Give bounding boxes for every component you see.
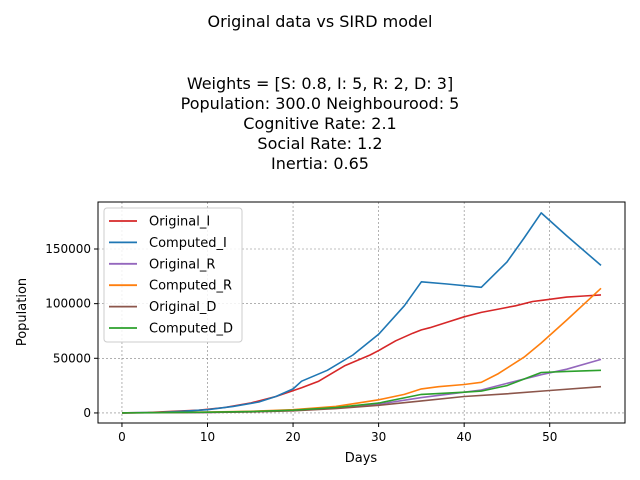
legend-box (103, 207, 243, 343)
series-line-computed-d (121, 369, 602, 414)
series-line-computed-i (121, 212, 602, 414)
legend-label-original-r: Original_R (149, 257, 215, 272)
axes-title: Weights = [S: 0.8, I: 5, R: 2, D: 3] Pop… (0, 74, 640, 174)
legend-label-computed-d: Computed_D (149, 322, 233, 337)
legend-label-original-i: Original_I (149, 215, 210, 230)
legend: Original_I Computed_I Original_R Computed_R… (103, 207, 243, 343)
legend-label-computed-i: Computed_I (149, 236, 227, 251)
x-axis-label: Days (345, 451, 378, 466)
series-lines (121, 212, 602, 414)
title-line-population: Population: 300.0 Neighbourood: 5 (180, 94, 460, 113)
legend-label-computed-r: Computed_R (149, 279, 232, 294)
x-tick-label: 30 (371, 430, 386, 444)
y-tick-label: 150000 (45, 242, 91, 256)
y-tick-label: 50000 (53, 351, 91, 365)
y-tick-label: 0 (83, 406, 91, 420)
title-line-inertia: Inertia: 0.65 (271, 154, 369, 173)
x-tick-label: 10 (200, 430, 215, 444)
series-line-original-d (121, 385, 602, 414)
axis-ticks: 0 10 20 30 40 50 0 50000 100000 150000 (45, 242, 557, 444)
y-axis-label: Population (15, 278, 30, 346)
legend-label-original-d: Original_D (149, 300, 216, 315)
title-line-social-rate: Social Rate: 1.2 (257, 134, 383, 153)
x-tick-label: 20 (285, 430, 300, 444)
x-tick-label: 50 (542, 430, 557, 444)
x-tick-label: 40 (457, 430, 472, 444)
y-tick-label: 100000 (45, 297, 91, 311)
title-line-weights: Weights = [S: 0.8, I: 5, R: 2, D: 3] (186, 74, 454, 93)
x-tick-label: 0 (118, 430, 126, 444)
title-line-cognitive-rate: Cognitive Rate: 2.1 (243, 114, 397, 133)
figure-suptitle: Original data vs SIRD model (207, 12, 433, 31)
plot-frame (97, 201, 626, 424)
